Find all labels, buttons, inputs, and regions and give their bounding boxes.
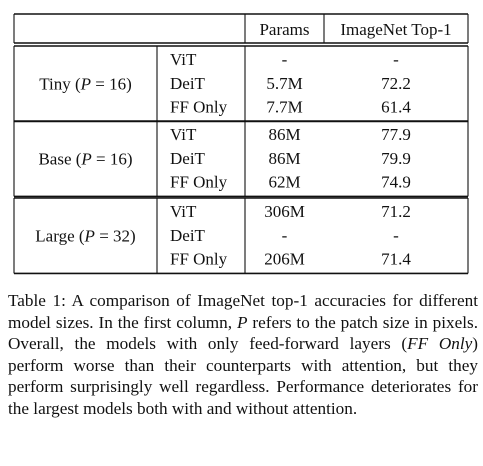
method-cell: FF Only [170,173,228,192]
params-cell: 306M [264,202,305,221]
params-cell: 86M [268,149,300,168]
top1-cell: 71.4 [381,250,411,269]
top1-cell: 74.9 [381,173,411,192]
top1-cell: 77.9 [381,125,411,144]
top1-cell: - [393,226,399,245]
params-cell: - [282,50,288,69]
top1-cell: 71.2 [381,202,411,221]
group-label-part: P [80,75,91,94]
group-label: Base (P = 16) [38,150,132,169]
params-cell: 86M [268,125,300,144]
header-params: Params [259,20,309,39]
group-label-part: P [84,227,95,246]
method-cell: ViT [170,202,197,221]
results-table: Params ImageNet Top-1 Tiny (P = 16)ViT - -D… [13,13,469,275]
params-cell: 5.7M [266,74,302,93]
caption-prefix: Table 1: A comparison of ImageNet top-1 … [8,291,478,332]
method-cell: FF Only [170,98,228,117]
group-label-part: Large ( [35,227,85,246]
caption-emph: FF Only [407,334,473,354]
group-label-part: Tiny ( [39,75,81,94]
group-label-part: = 16) [92,150,133,169]
group-label: Tiny (P = 16) [39,75,132,94]
method-cell: ViT [170,125,197,144]
table-body: Tiny (P = 16)ViT - -DeiT 5.7M 72.2FF Only 7.7… [35,50,411,269]
table-header: Params ImageNet Top-1 [259,20,451,39]
method-cell: DeiT [170,149,206,168]
params-cell: 206M [264,250,305,269]
top1-cell: - [393,50,399,69]
table-rules [13,13,469,275]
method-cell: FF Only [170,250,228,269]
table-caption: Table 1: A comparison of ImageNet top-1 … [8,290,478,420]
method-cell: ViT [170,50,197,69]
top1-cell: 61.4 [381,98,411,117]
group-label-part: Base ( [38,150,81,169]
caption-mid: refers to the patch size in pixels. Over… [8,312,478,354]
group-label-part: P [80,150,91,169]
top1-cell: 79.9 [381,149,411,168]
group-label-part: = 32) [95,227,136,246]
group-label: Large (P = 32) [35,227,135,246]
params-cell: 62M [268,173,300,192]
params-cell: 7.7M [266,98,302,117]
params-cell: - [282,226,288,245]
caption-var: P [236,312,248,332]
header-imagenet-top1: ImageNet Top-1 [340,20,451,39]
method-cell: DeiT [170,226,206,245]
group-label-part: = 16) [91,75,132,94]
caption-suffix: ) perform worse than their counterparts … [8,334,478,418]
top1-cell: 72.2 [381,74,411,93]
method-cell: DeiT [170,74,206,93]
